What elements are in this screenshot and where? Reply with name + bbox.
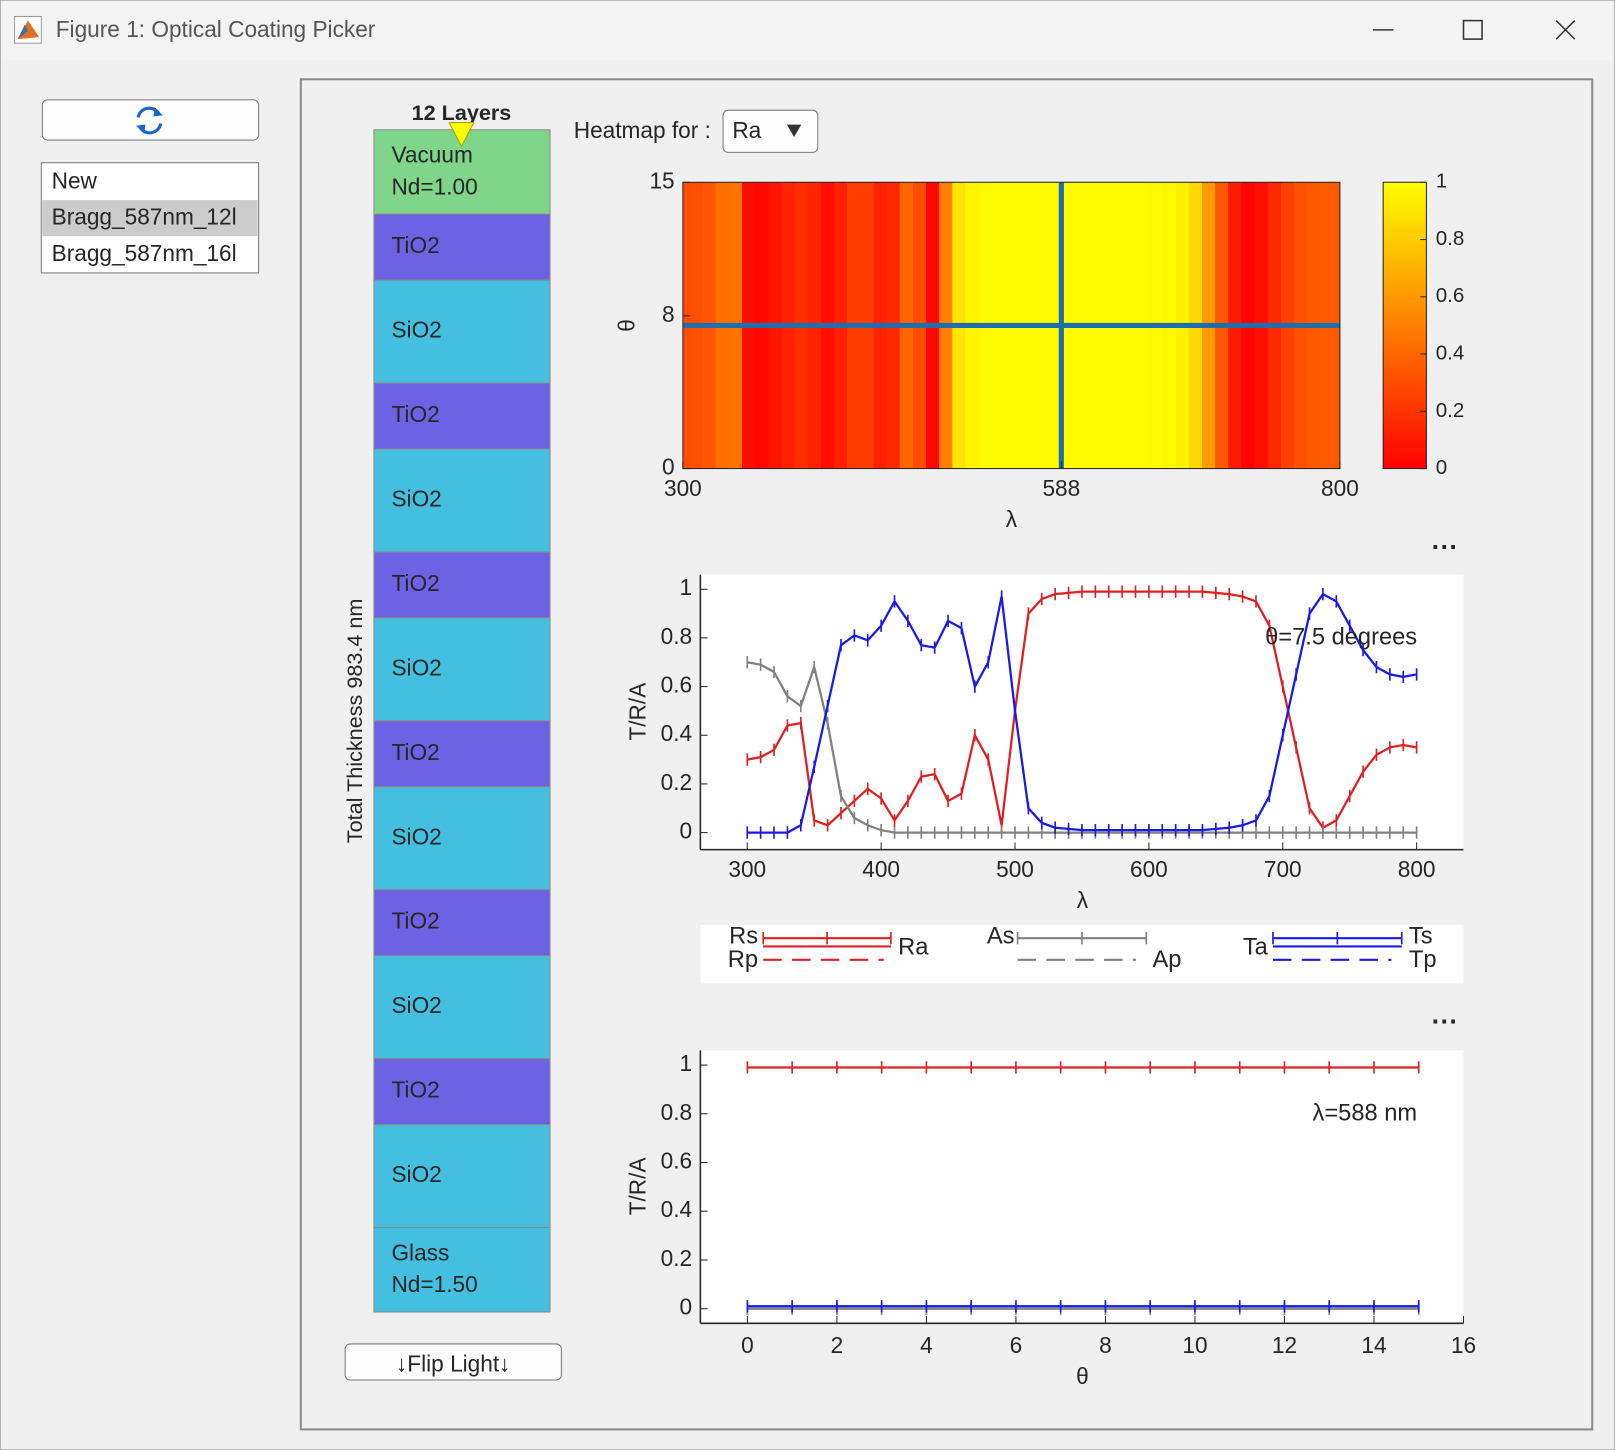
layer-name: TiO2 [391,401,439,427]
y-tick-label: 0.6 [661,672,692,698]
layer-name: TiO2 [391,908,439,934]
x-tick-label: 600 [1130,856,1168,882]
list-item[interactable]: New [52,167,98,193]
legend-label: As [987,923,1015,949]
refresh-button[interactable] [42,100,258,140]
x-tick-label: 800 [1398,856,1436,882]
y-tick-label: 0 [680,818,693,844]
y-tick-label: 0.4 [661,1196,692,1222]
stack-title: 12 Layers [412,100,512,125]
more-menu[interactable]: ··· [1432,532,1459,562]
heatmap-dropdown-value[interactable]: Ra [732,117,761,143]
y-axis-label: θ [613,319,639,332]
y-tick-label: 1 [680,1050,693,1076]
flip-button-label[interactable]: ↓Flip Light↓ [396,1351,511,1377]
legend-label: Ts [1409,923,1433,949]
x-tick-label: 588 [1042,475,1080,501]
x-tick-label: 2 [831,1332,844,1358]
heatmap-label: Heatmap for : [574,117,711,143]
x-tick-label: 800 [1321,475,1359,501]
thickness-label: Total Thickness 983.4 nm [342,599,367,844]
layer-name: SiO2 [391,823,441,849]
plot-area [700,1050,1463,1323]
colorbar [1383,182,1426,468]
x-tick-label: 0 [741,1332,754,1358]
layer-name: SiO2 [391,485,441,511]
x-tick-label: 16 [1451,1332,1476,1358]
colorbar-tick-label: 0.2 [1436,399,1465,422]
layer-name: TiO2 [391,1077,439,1103]
x-tick-label: 4 [920,1332,933,1358]
x-axis-label: λ [1006,506,1018,532]
y-tick-label: 0.4 [661,720,692,746]
list-item[interactable]: Bragg_587nm_12l [52,204,237,230]
colorbar-tick-label: 0 [1436,456,1447,479]
colorbar-tick-label: 0.4 [1436,341,1465,364]
plot-area [700,575,1463,850]
y-tick-label: 0.2 [661,769,692,795]
x-tick-label: 6 [1010,1332,1023,1358]
layer-index: Nd=1.00 [391,173,477,199]
colorbar-tick-label: 1 [1436,170,1447,193]
annotation: θ=7.5 degrees [1265,625,1417,651]
annotation: λ=588 nm [1313,1101,1418,1127]
y-axis-label: T/R/A [625,1157,651,1216]
layer-name: TiO2 [391,232,439,258]
x-axis-label: θ [1076,1363,1089,1389]
layer-name: SiO2 [391,654,441,680]
y-tick-label: 0.8 [661,1099,692,1125]
more-menu[interactable]: ··· [1432,1007,1459,1037]
layer-index: Nd=1.50 [391,1271,477,1297]
y-tick-label: 0 [680,1294,693,1320]
list-item[interactable]: Bragg_587nm_16l [52,240,237,266]
layer-stack: VacuumNd=1.00TiO2SiO2TiO2SiO2TiO2SiO2TiO… [374,130,550,1312]
layer-name: SiO2 [391,1161,441,1187]
y-tick-label: 0.2 [661,1245,692,1271]
legend-label: Rs [729,923,758,949]
x-axis-label: λ [1077,887,1089,913]
y-tick-label: 0 [662,454,675,480]
y-axis-label: T/R/A [625,682,651,741]
x-tick-label: 12 [1272,1332,1297,1358]
x-tick-label: 400 [862,856,900,882]
x-tick-label: 300 [728,856,766,882]
legend-label: Ta [1243,935,1269,961]
x-tick-label: 14 [1361,1332,1386,1358]
layer-name: SiO2 [391,317,441,343]
y-tick-label: 0.6 [661,1147,692,1173]
layer-name: TiO2 [391,739,439,765]
window-title: Figure 1: Optical Coating Picker [56,16,376,42]
colorbar-tick-label: 0.8 [1436,227,1465,250]
legend-label: Tp [1409,947,1437,973]
legend-label: Rp [728,947,758,973]
x-tick-label: 500 [996,856,1034,882]
layer-name: Glass [391,1239,449,1265]
x-tick-label: 10 [1182,1332,1207,1358]
legend-label: Ap [1152,947,1181,973]
x-tick-label: 700 [1264,856,1302,882]
legend-label: Ra [898,935,929,961]
layer-name: SiO2 [391,992,441,1018]
y-tick-label: 8 [662,301,675,327]
x-tick-label: 8 [1099,1332,1112,1358]
y-tick-label: 1 [680,574,693,600]
y-tick-label: 0.8 [661,623,692,649]
y-tick-label: 15 [649,167,674,193]
layer-name: TiO2 [391,570,439,596]
app-icon [15,16,42,43]
colorbar-tick-label: 0.6 [1436,284,1465,307]
